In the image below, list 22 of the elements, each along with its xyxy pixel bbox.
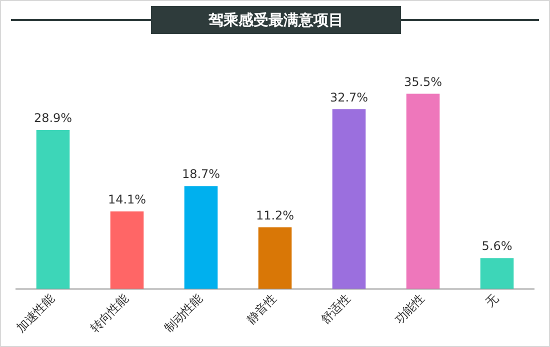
bar <box>184 186 218 289</box>
bar <box>110 211 144 289</box>
bar <box>332 109 366 289</box>
bar <box>406 94 440 289</box>
x-tick-label: 制动性能 <box>161 291 206 336</box>
data-label: 18.7% <box>182 167 220 182</box>
data-label: 14.1% <box>108 192 146 206</box>
chart-title: 驾乘感受最满意项目 <box>151 6 401 34</box>
data-label: 11.2% <box>256 208 294 222</box>
x-tick-label: 功能性 <box>392 291 428 327</box>
x-tick-label: 静音性 <box>244 291 280 327</box>
data-label: 28.9% <box>34 111 72 126</box>
x-tick-label: 舒适性 <box>318 291 354 327</box>
bar <box>36 130 70 289</box>
bar <box>258 227 292 289</box>
x-tick-label: 转向性能 <box>87 291 132 336</box>
bar <box>480 258 514 289</box>
x-tick-label: 加速性能 <box>13 291 58 336</box>
data-label: 35.5% <box>404 74 442 89</box>
x-tick-label: 无 <box>482 291 502 310</box>
data-label: 32.7% <box>330 90 368 104</box>
data-label: 5.6% <box>482 239 512 254</box>
